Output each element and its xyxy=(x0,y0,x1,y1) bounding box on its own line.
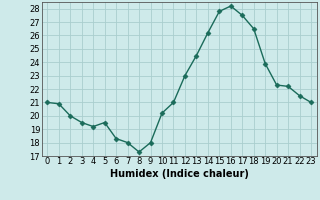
X-axis label: Humidex (Indice chaleur): Humidex (Indice chaleur) xyxy=(110,169,249,179)
